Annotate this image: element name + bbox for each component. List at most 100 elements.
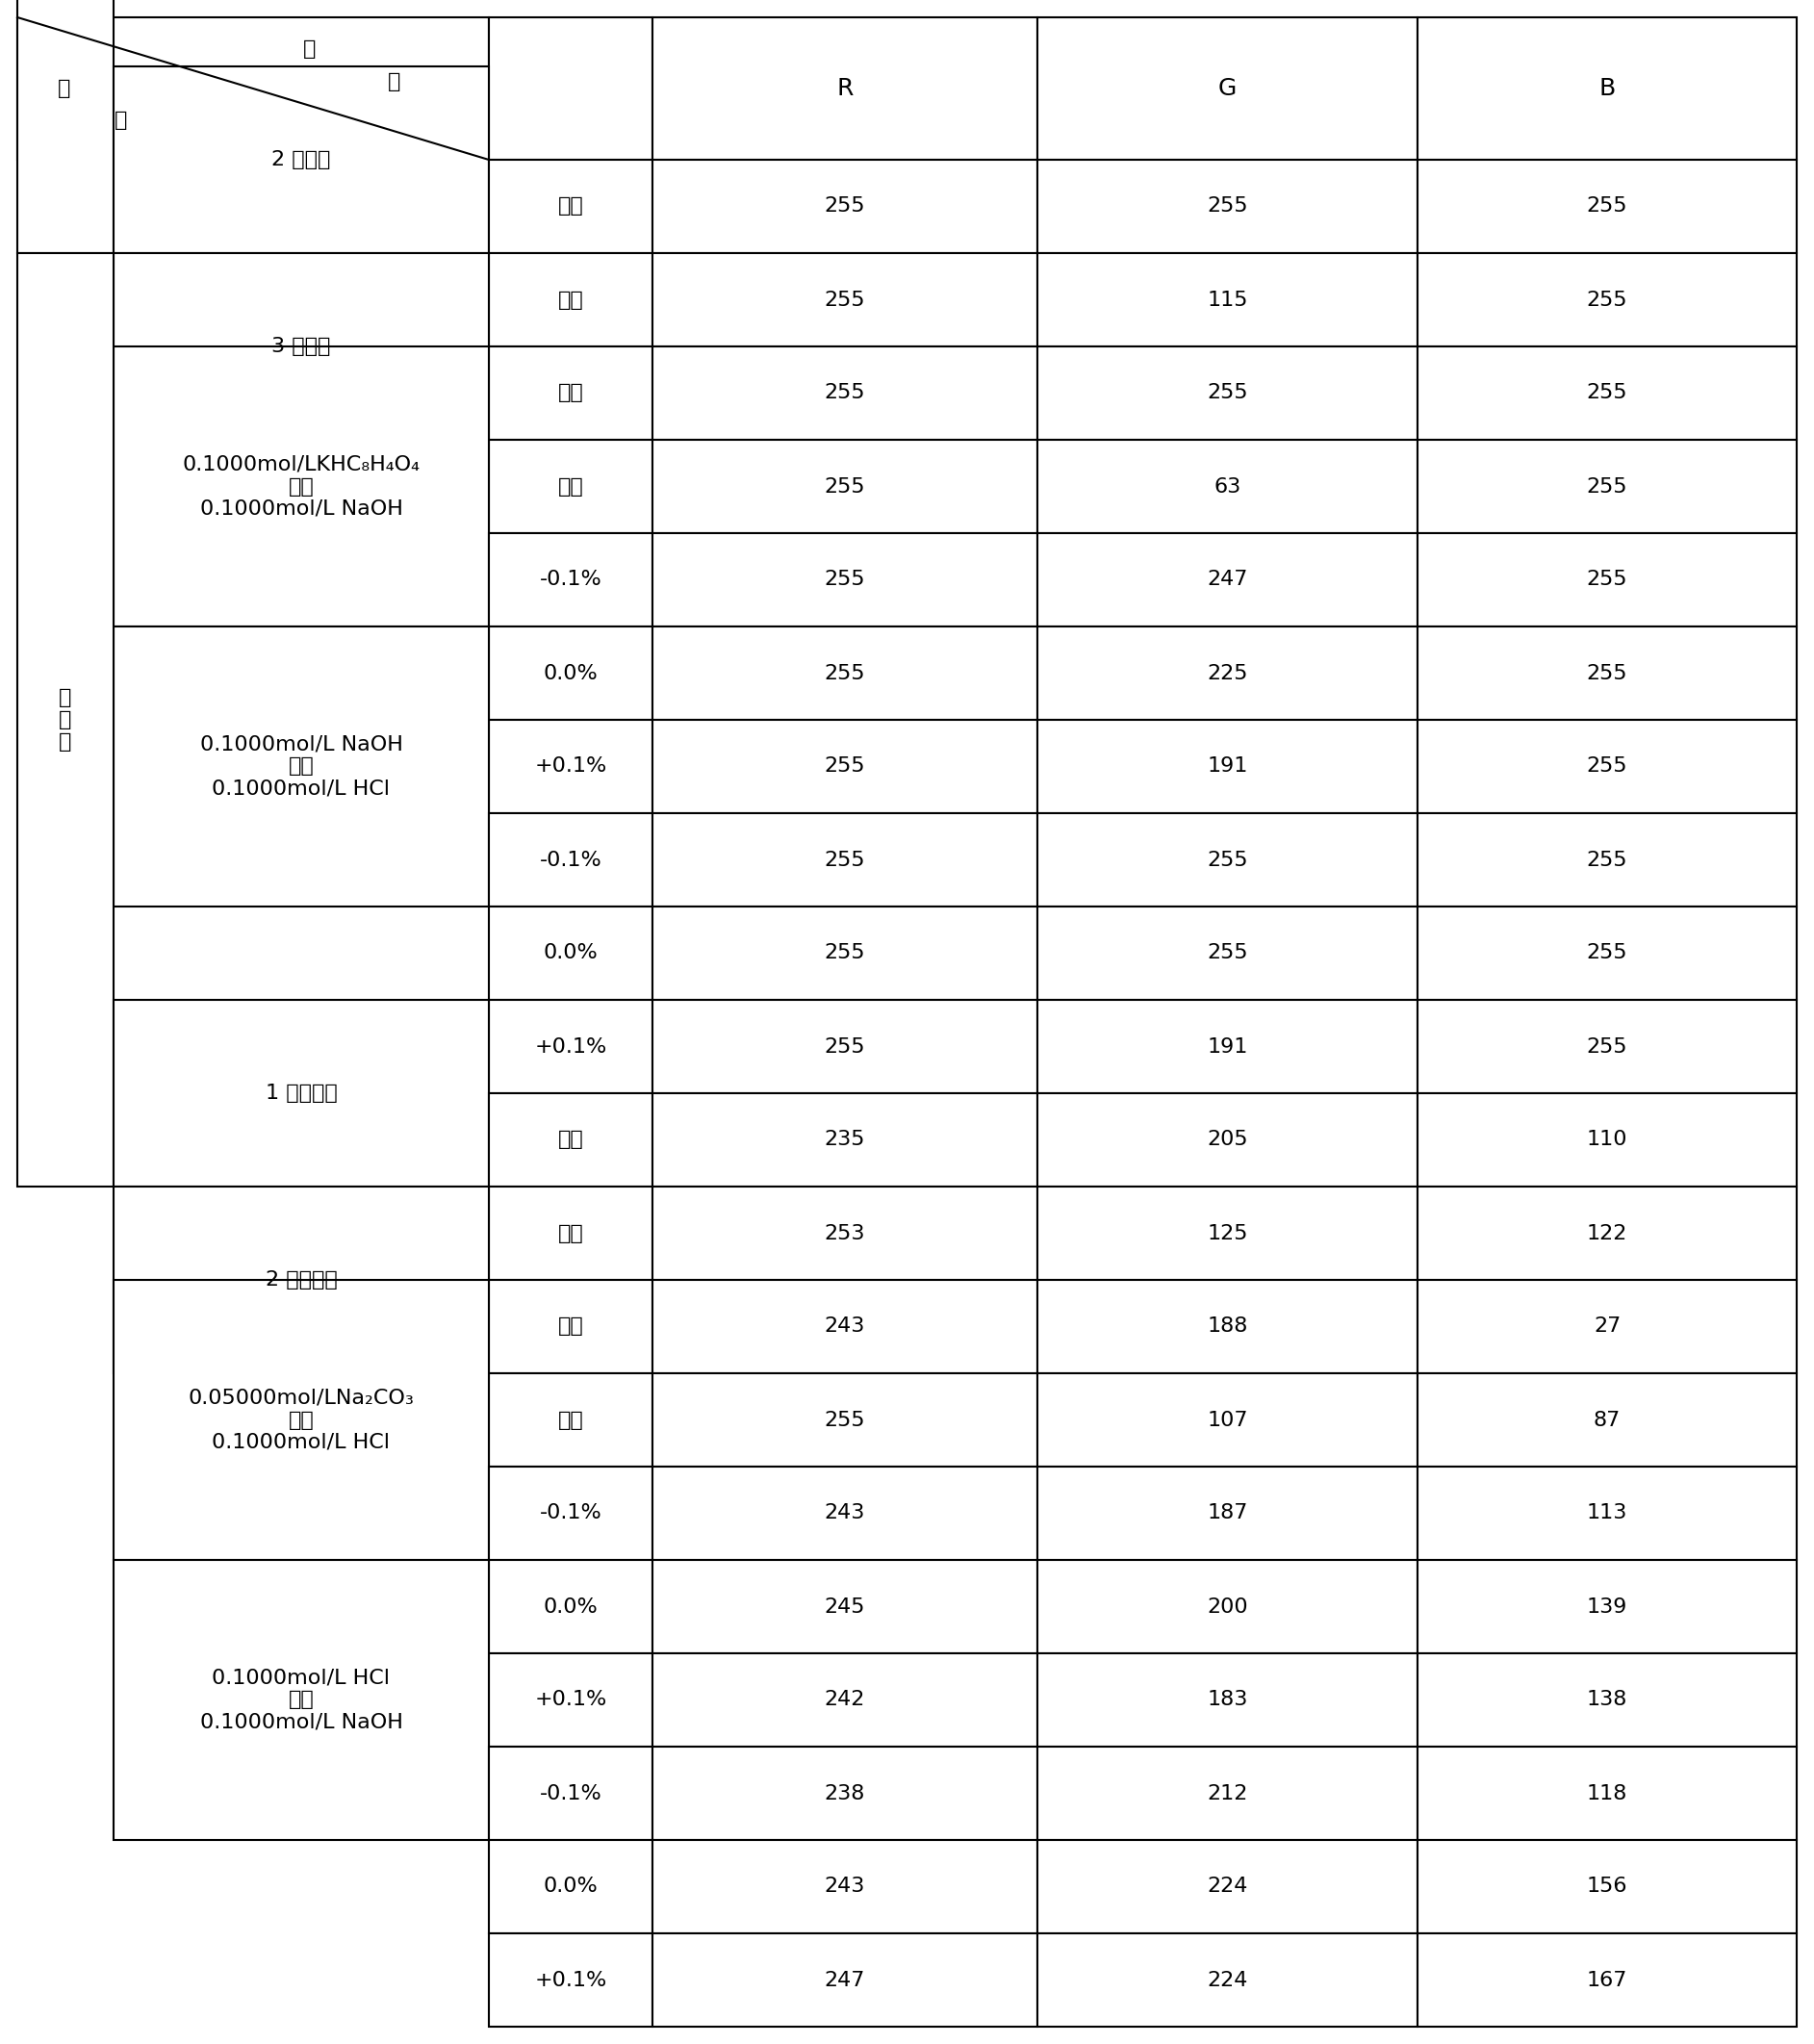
Bar [488,439,653,533]
Bar [1417,814,1796,908]
Bar [1038,533,1417,625]
Bar [1417,439,1796,533]
Bar [653,16,1038,159]
Bar [653,1560,1038,1654]
Bar [653,719,1038,814]
Text: 243: 243 [825,1504,865,1523]
Bar [18,253,114,1188]
Text: 2 滴酥酮: 2 滴酥酮 [272,149,330,170]
Text: 255: 255 [1587,476,1627,497]
Text: 110: 110 [1587,1130,1627,1149]
Text: -0.1%: -0.1% [539,1504,602,1523]
Text: 255: 255 [1587,196,1627,217]
Text: 酸色: 酸色 [557,1410,584,1429]
Text: 242: 242 [825,1690,865,1709]
Bar [1417,253,1796,345]
Text: 245: 245 [825,1596,865,1617]
Text: 255: 255 [824,1410,865,1429]
Bar [488,719,653,814]
Text: 碱色: 碱色 [557,290,584,309]
Bar [1038,253,1417,345]
Bar [653,1094,1038,1188]
Bar [1417,1560,1796,1654]
Text: 255: 255 [1587,570,1627,589]
Bar [653,1374,1038,1468]
Text: 187: 187 [1206,1504,1248,1523]
Text: 255: 255 [824,850,865,869]
Bar [114,253,488,439]
Text: -0.1%: -0.1% [539,850,602,869]
Bar [488,1560,653,1654]
Text: 255: 255 [1587,1036,1627,1057]
Text: 色: 色 [58,80,71,98]
Bar [1417,1000,1796,1094]
Bar [1417,1840,1796,1934]
Bar [488,16,653,159]
Bar [1417,1934,1796,2028]
Text: 191: 191 [1206,1036,1248,1057]
Bar [1417,1188,1796,1280]
Text: 数: 数 [388,72,401,92]
Bar [1417,1280,1796,1374]
Text: 224: 224 [1206,1970,1248,1989]
Text: -0.1%: -0.1% [539,1784,602,1803]
Bar [488,1468,653,1560]
Bar [653,345,1038,439]
Bar [1038,159,1417,253]
Text: 3 滴酥酮: 3 滴酥酮 [272,337,330,356]
Bar [488,814,653,908]
Bar [1417,625,1796,719]
Text: 255: 255 [1587,384,1627,403]
Bar [114,1188,488,1374]
Bar [114,65,488,253]
Text: 1 滴甲基橙: 1 滴甲基橙 [265,1083,337,1104]
Bar [1417,719,1796,814]
Bar [114,345,488,625]
Text: 225: 225 [1206,664,1248,683]
Text: 碱色: 碱色 [557,1130,584,1149]
Text: 255: 255 [824,290,865,309]
Bar [1038,1188,1417,1280]
Bar [653,253,1038,345]
Bar [1417,1374,1796,1468]
Text: 255: 255 [824,384,865,403]
Bar [488,1840,653,1934]
Bar [1417,159,1796,253]
Bar [653,1654,1038,1748]
Text: 甲
基
橙: 甲 基 橙 [60,689,73,752]
Text: 167: 167 [1587,1970,1627,1989]
Text: 255: 255 [1587,756,1627,777]
Text: 0.0%: 0.0% [544,1876,599,1897]
Text: 酸色: 酸色 [557,196,584,217]
Text: 0.1000mol/L HCl
滴定
0.1000mol/L NaOH: 0.1000mol/L HCl 滴定 0.1000mol/L NaOH [200,1668,403,1731]
Text: 255: 255 [1587,850,1627,869]
Text: 0.0%: 0.0% [544,944,599,963]
Bar [1417,1094,1796,1188]
Text: 255: 255 [824,1036,865,1057]
Bar [1417,1654,1796,1748]
Text: 255: 255 [1206,384,1248,403]
Text: 2 滴甲基橙: 2 滴甲基橙 [265,1269,337,1290]
Bar [1038,908,1417,1000]
Bar [488,1000,653,1094]
Text: 125: 125 [1206,1224,1248,1243]
Text: 247: 247 [825,1970,865,1989]
Text: 205: 205 [1206,1130,1248,1149]
Text: B: B [1598,78,1616,100]
Text: 0.0%: 0.0% [544,1596,599,1617]
Bar [1417,1748,1796,1840]
Text: 参: 参 [303,39,316,59]
Text: 200: 200 [1206,1596,1248,1617]
Text: 188: 188 [1206,1316,1248,1337]
Text: 0.05000mol/LNa₂CO₃
滴定
0.1000mol/L HCl: 0.05000mol/LNa₂CO₃ 滴定 0.1000mol/L HCl [189,1388,414,1451]
Text: +0.1%: +0.1% [535,1036,608,1057]
Bar [1038,345,1417,439]
Text: 255: 255 [1587,944,1627,963]
Text: 113: 113 [1587,1504,1627,1523]
Bar [488,1748,653,1840]
Bar [18,16,488,159]
Text: 191: 191 [1206,756,1248,777]
Bar [488,908,653,1000]
Bar [1417,345,1796,439]
Bar [1038,1094,1417,1188]
